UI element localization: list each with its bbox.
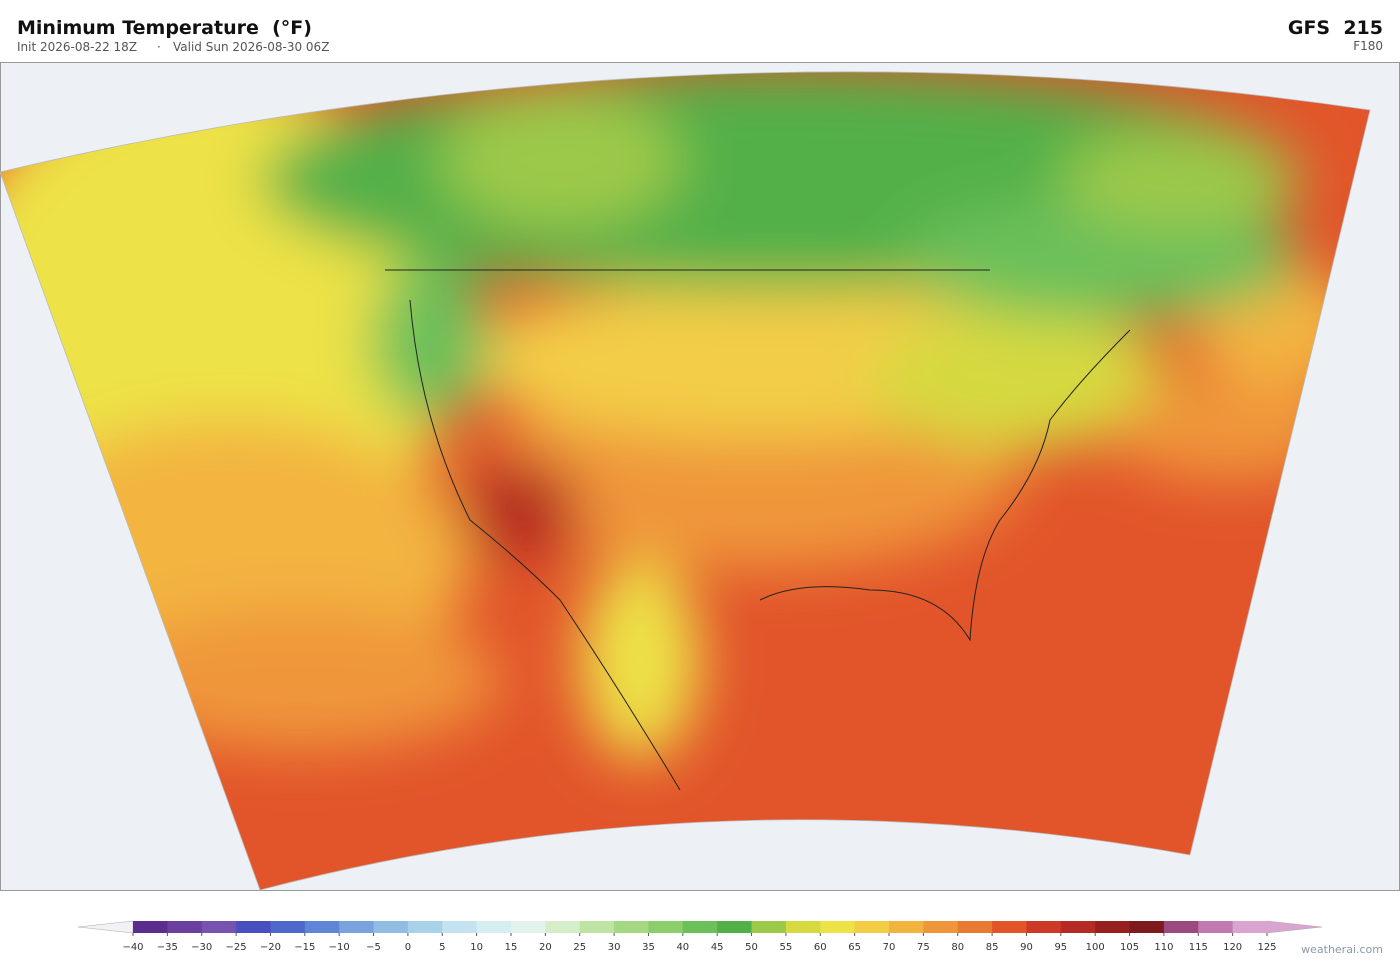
color-bin (1026, 921, 1062, 933)
tick-label: −10 (329, 942, 350, 953)
tick-label: 75 (917, 942, 930, 953)
tick-label: −20 (260, 942, 281, 953)
color-bin (339, 921, 375, 933)
color-bin (167, 921, 203, 933)
tick-label: 60 (814, 942, 827, 953)
color-bin (1232, 921, 1268, 933)
tick-label: −25 (226, 942, 247, 953)
tick-label: 95 (1054, 942, 1067, 953)
color-bin (579, 921, 615, 933)
under-triangle (77, 920, 134, 934)
title: Minimum Temperature (°F) (17, 17, 312, 39)
forecast-hour: F180 (1353, 39, 1383, 53)
tick-label: 120 (1223, 942, 1242, 953)
tick-label: 40 (676, 942, 689, 953)
tick-label: −15 (294, 942, 315, 953)
colorbar: −40 −35 −30 −25 −20 −15 −10 −5 0 5 10 15 20 25 30 35 40 4… (77, 920, 1323, 953)
tick-label: −40 (122, 942, 143, 953)
color-bin (889, 921, 924, 933)
tick-label: 125 (1257, 942, 1276, 953)
tick-label: 25 (573, 942, 586, 953)
coastline (385, 269, 1131, 791)
tick-label: 30 (608, 942, 621, 953)
tick-label: 90 (1020, 942, 1033, 953)
tick-label: 105 (1120, 942, 1139, 953)
color-bin (957, 921, 993, 933)
color-bin (923, 921, 959, 933)
tick-label: 5 (439, 942, 445, 953)
color-bin (1060, 921, 1096, 933)
color-bin (373, 921, 409, 933)
color-bin (1129, 921, 1165, 933)
color-bin (1163, 921, 1199, 933)
model: GFS 215 (1288, 17, 1383, 39)
color-bin (236, 921, 271, 933)
over-triangle (1266, 920, 1323, 934)
temperature-field (0, 71, 1370, 891)
tick-label: 50 (745, 942, 758, 953)
tick-label: −35 (157, 942, 178, 953)
color-bin (785, 921, 821, 933)
credit: weatherai.com (1301, 943, 1383, 956)
color-bin (1095, 921, 1131, 933)
tick-label: −30 (191, 942, 212, 953)
tick-label: 85 (986, 942, 999, 953)
tick-label: 80 (951, 942, 964, 953)
domain-edge (0, 71, 1371, 891)
color-bin (545, 921, 581, 933)
separator: · (157, 40, 161, 54)
color-bin (751, 921, 787, 933)
tick-label: 45 (711, 942, 724, 953)
tick-label: 20 (539, 942, 552, 953)
tick-label: 10 (470, 942, 483, 953)
tick-label: 110 (1154, 942, 1173, 953)
map (0, 62, 1400, 891)
tick-label: 65 (848, 942, 861, 953)
tick-label: 100 (1086, 942, 1105, 953)
color-bin (1198, 921, 1234, 933)
color-bin (820, 921, 856, 933)
color-bin (614, 921, 649, 933)
tick-label: 115 (1189, 942, 1208, 953)
color-bin (682, 921, 718, 933)
tick-label: 0 (405, 942, 411, 953)
tick-label: 15 (505, 942, 518, 953)
color-bin (133, 921, 168, 933)
color-bin (442, 921, 478, 933)
color-bin (717, 921, 753, 933)
color-bin (407, 921, 443, 933)
color-bin (304, 921, 340, 933)
tick-label: 55 (780, 942, 793, 953)
tick-label: 35 (642, 942, 655, 953)
color-bin (648, 921, 684, 933)
color-bin (992, 921, 1027, 933)
color-bin (270, 921, 306, 933)
tick-label: 70 (883, 942, 896, 953)
color-bin (201, 921, 237, 933)
valid-time: Valid Sun 2026-08-30 06Z (173, 40, 329, 54)
color-bin (476, 921, 512, 933)
tick-label: −5 (366, 942, 381, 953)
color-bin (511, 921, 546, 933)
init-time: Init 2026-08-22 18Z (17, 40, 137, 54)
color-bin (854, 921, 890, 933)
